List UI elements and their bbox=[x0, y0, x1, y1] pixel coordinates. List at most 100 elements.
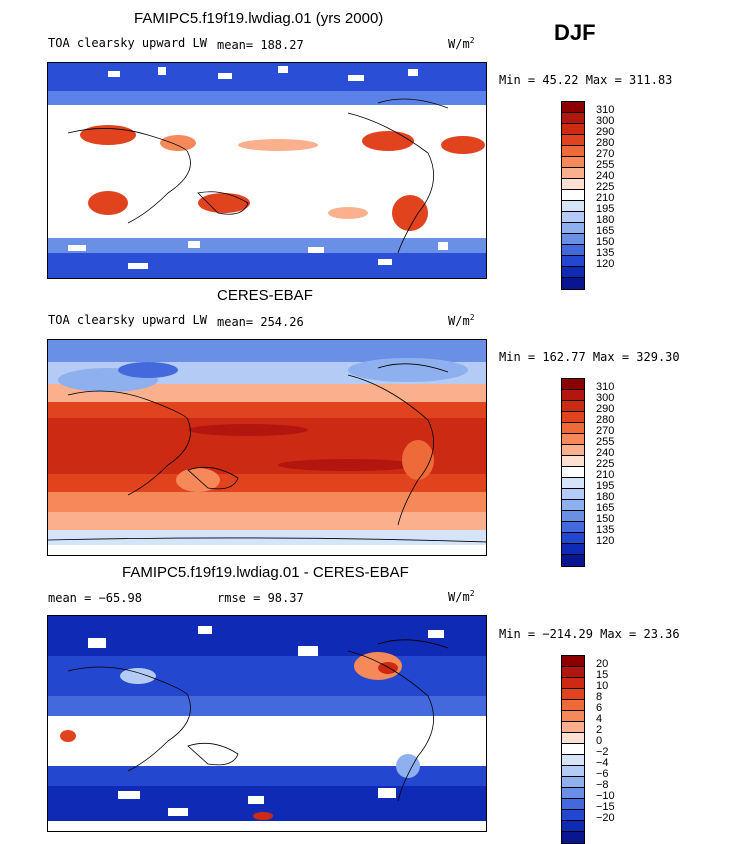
colorbar-swatch bbox=[562, 256, 584, 267]
panel3-colorbar-labels: 20 15 10 8 6 4 2 0 −2 −4 −6 −8 −10 −15 −… bbox=[596, 659, 615, 824]
colorbar-swatch bbox=[562, 733, 584, 744]
colorbar-swatch bbox=[562, 711, 584, 722]
colorbar-swatch bbox=[562, 223, 584, 234]
cb2-label: 120 bbox=[596, 535, 615, 547]
colorbar-swatch bbox=[562, 124, 584, 135]
cb1-label: 225 bbox=[596, 181, 615, 193]
panel3-map bbox=[47, 615, 487, 832]
cb1-label: 240 bbox=[596, 170, 615, 182]
colorbar-swatch bbox=[562, 667, 584, 678]
cb2-label: 270 bbox=[596, 425, 615, 437]
colorbar-swatch bbox=[562, 434, 584, 445]
cb3-label: 2 bbox=[596, 724, 603, 736]
colorbar-swatch bbox=[562, 755, 584, 766]
panel3-rmse: rmse = 98.37 bbox=[217, 591, 304, 605]
cb3-label: −15 bbox=[596, 801, 615, 813]
colorbar-swatch bbox=[562, 113, 584, 124]
colorbar-swatch bbox=[562, 412, 584, 423]
colorbar-swatch bbox=[562, 390, 584, 401]
colorbar-swatch bbox=[562, 379, 584, 390]
panel1-map bbox=[47, 62, 487, 279]
panel3-title: FAMIPC5.f19f19.lwdiag.01 - CERES-EBAF bbox=[122, 564, 409, 581]
panel1-colorbar-labels: 310 300 290 280 270 255 240 225 210 195 … bbox=[596, 105, 614, 270]
panel1-mean: mean= 188.27 bbox=[217, 38, 304, 52]
panel1-units: W/m2 bbox=[448, 36, 475, 51]
colorbar-swatch bbox=[562, 478, 584, 489]
colorbar-swatch bbox=[562, 278, 584, 289]
cb1-label: 270 bbox=[596, 148, 615, 160]
cb1-label: 180 bbox=[596, 214, 615, 226]
colorbar-swatch bbox=[562, 810, 584, 821]
cb1-label: 195 bbox=[596, 203, 615, 215]
cb1-label: 310 bbox=[596, 104, 615, 116]
panel3-mean: mean = −65.98 bbox=[48, 591, 142, 605]
cb3-label: 0 bbox=[596, 735, 603, 747]
cb3-label: 6 bbox=[596, 702, 603, 714]
colorbar-swatch bbox=[562, 201, 584, 212]
panel2-units: W/m2 bbox=[448, 313, 475, 328]
panel2-variable: TOA clearsky upward LW bbox=[48, 313, 207, 327]
cb1-label: 290 bbox=[596, 126, 615, 138]
panel3-colorbar-swatches bbox=[562, 656, 584, 843]
panel3-units: W/m2 bbox=[448, 589, 475, 604]
colorbar-swatch bbox=[562, 489, 584, 500]
cb3-label: 8 bbox=[596, 691, 603, 703]
panel2-colorbar bbox=[561, 378, 585, 567]
cb3-label: 10 bbox=[596, 680, 609, 692]
colorbar-swatch bbox=[562, 511, 584, 522]
colorbar-swatch bbox=[562, 102, 584, 113]
cb1-label: 280 bbox=[596, 137, 615, 149]
cb2-label: 180 bbox=[596, 491, 615, 503]
panel3-colorbar bbox=[561, 655, 585, 844]
cb1-label: 135 bbox=[596, 247, 615, 259]
cb3-label: −10 bbox=[596, 790, 615, 802]
colorbar-swatch bbox=[562, 234, 584, 245]
colorbar-swatch bbox=[562, 544, 584, 555]
colorbar-swatch bbox=[562, 212, 584, 223]
colorbar-swatch bbox=[562, 799, 584, 810]
cb2-label: 210 bbox=[596, 469, 615, 481]
colorbar-swatch bbox=[562, 179, 584, 190]
cb2-label: 225 bbox=[596, 458, 615, 470]
panel3-minmax: Min = −214.29 Max = 23.36 bbox=[499, 627, 680, 641]
colorbar-swatch bbox=[562, 533, 584, 544]
cb2-label: 310 bbox=[596, 381, 615, 393]
panel2-colorbar-swatches bbox=[562, 379, 584, 566]
cb1-label: 210 bbox=[596, 192, 615, 204]
colorbar-swatch bbox=[562, 832, 584, 843]
colorbar-swatch bbox=[562, 700, 584, 711]
colorbar-swatch bbox=[562, 689, 584, 700]
cb2-label: 280 bbox=[596, 414, 615, 426]
colorbar-swatch bbox=[562, 722, 584, 733]
colorbar-swatch bbox=[562, 245, 584, 256]
colorbar-swatch bbox=[562, 445, 584, 456]
colorbar-swatch bbox=[562, 146, 584, 157]
cb1-label: 150 bbox=[596, 236, 615, 248]
cb2-label: 195 bbox=[596, 480, 615, 492]
colorbar-swatch bbox=[562, 744, 584, 755]
colorbar-swatch bbox=[562, 190, 584, 201]
panel1-variable: TOA clearsky upward LW bbox=[48, 36, 207, 50]
colorbar-swatch bbox=[562, 423, 584, 434]
cb2-label: 290 bbox=[596, 403, 615, 415]
cb2-label: 255 bbox=[596, 436, 615, 448]
colorbar-swatch bbox=[562, 678, 584, 689]
cb2-label: 165 bbox=[596, 502, 615, 514]
cb2-label: 300 bbox=[596, 392, 615, 404]
colorbar-swatch bbox=[562, 777, 584, 788]
panel2-map bbox=[47, 339, 487, 556]
panel1-colorbar-swatches bbox=[562, 102, 584, 289]
cb3-label: 15 bbox=[596, 669, 609, 681]
colorbar-swatch bbox=[562, 821, 584, 832]
colorbar-swatch bbox=[562, 135, 584, 146]
season-label: DJF bbox=[554, 20, 596, 45]
colorbar-swatch bbox=[562, 401, 584, 412]
colorbar-swatch bbox=[562, 157, 584, 168]
cb3-label: −6 bbox=[596, 768, 609, 780]
colorbar-swatch bbox=[562, 555, 584, 566]
cb1-label: 120 bbox=[596, 258, 615, 270]
panel2-title: CERES-EBAF bbox=[217, 287, 313, 304]
panel2-colorbar-labels: 310 300 290 280 270 255 240 225 210 195 … bbox=[596, 382, 614, 547]
panel1-colorbar bbox=[561, 101, 585, 290]
cb2-label: 135 bbox=[596, 524, 615, 536]
